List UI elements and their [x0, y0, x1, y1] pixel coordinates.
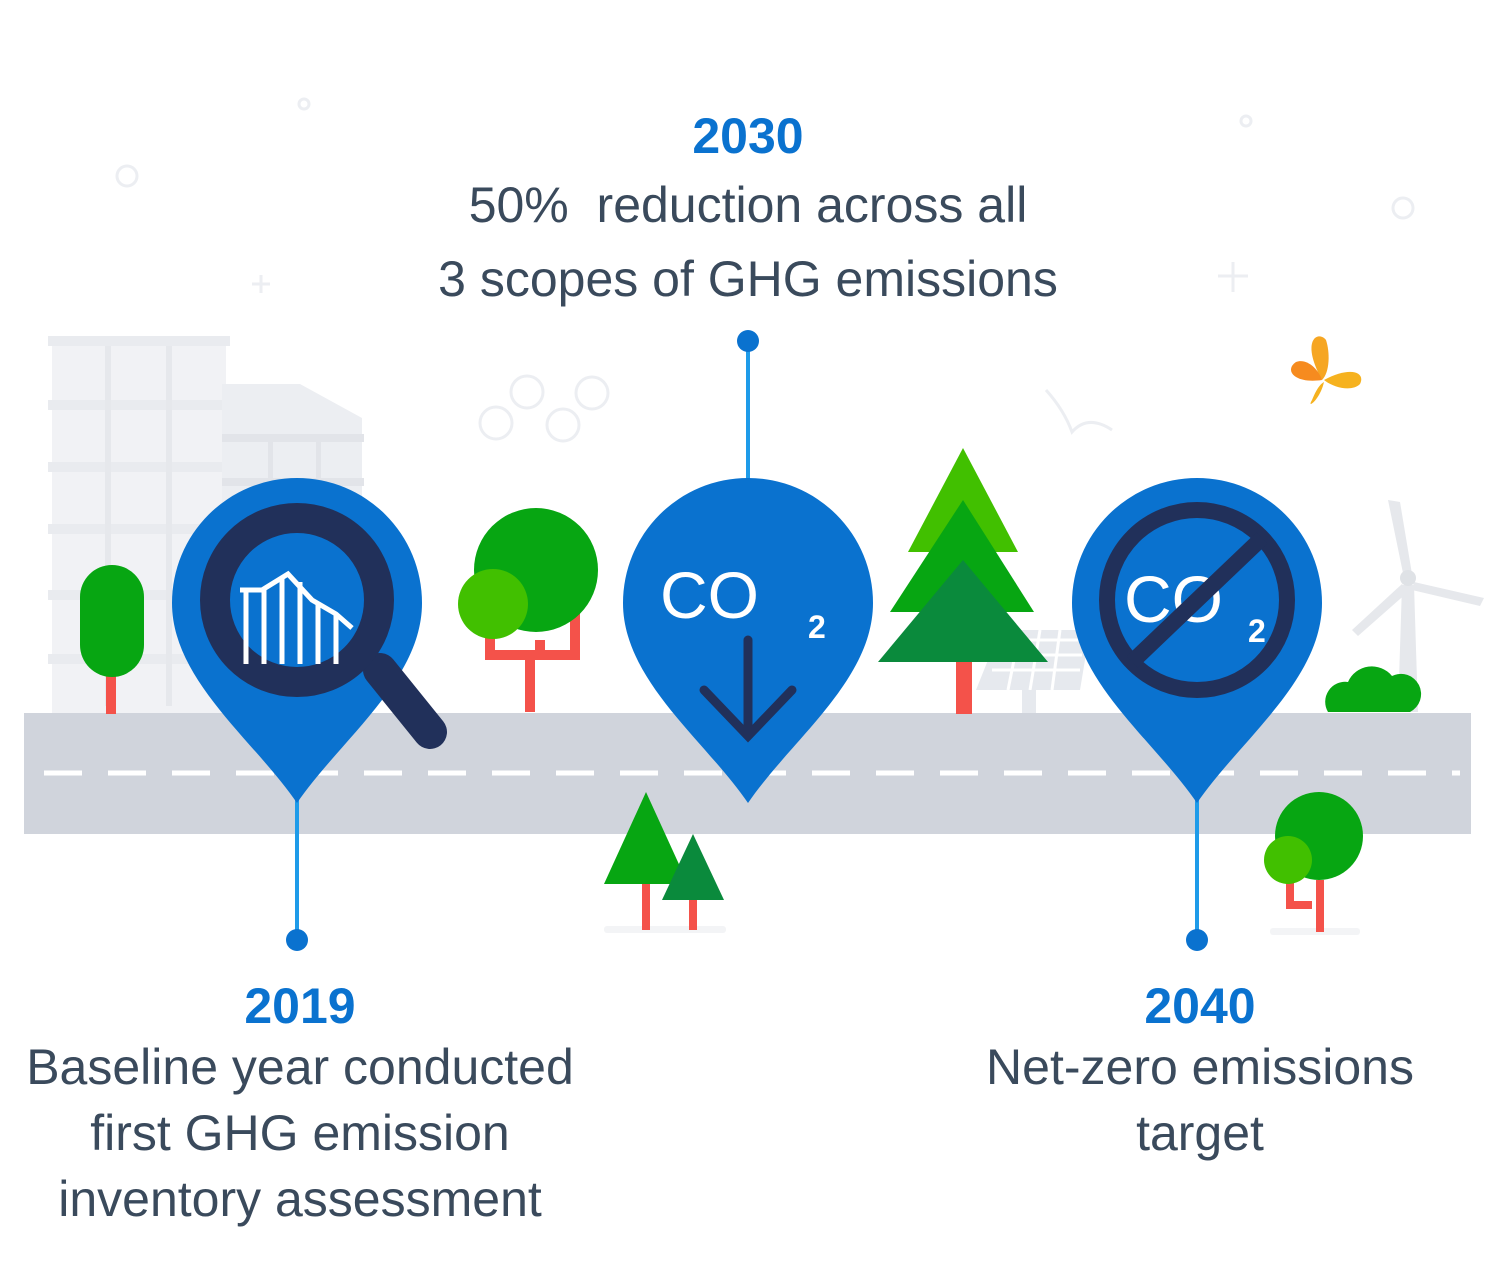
- tree-left: [80, 565, 144, 714]
- milestone-description-line: target: [1136, 1105, 1264, 1161]
- milestone-description-line: 3 scopes of GHG emissions: [438, 251, 1058, 307]
- background-decorations: [115, 97, 1415, 443]
- milestone-description-line: first GHG emission: [90, 1105, 510, 1161]
- milestone-2040: 2040 Net-zero emissions target: [900, 978, 1496, 1166]
- co2-down-arrow-icon: CO 2: [660, 558, 826, 743]
- tree-round: [458, 508, 598, 712]
- co2-subscript: 2: [1248, 613, 1266, 649]
- milestone-2019: 2019 Baseline year conducted first GHG e…: [0, 978, 600, 1232]
- milestone-description-line: inventory assessment: [58, 1171, 542, 1227]
- co2-subscript: 2: [808, 609, 826, 645]
- tree-bottom-right: [1264, 792, 1363, 935]
- milestone-description-line: Net-zero emissions: [986, 1039, 1414, 1095]
- no-co2-icon: CO 2: [1099, 502, 1295, 698]
- milestone-year: 2019: [244, 978, 356, 1034]
- milestone-2030: 2030 50% reduction across all 3 scopes o…: [348, 108, 1148, 312]
- butterfly-icon: [1291, 336, 1362, 404]
- milestone-year: 2030: [692, 108, 804, 164]
- connector-dots: [286, 330, 1208, 951]
- co2-text: CO: [660, 558, 759, 632]
- pine-trees-bottom: [604, 792, 726, 933]
- magnifier-chart-icon: [200, 503, 447, 749]
- milestone-description-line: 50% reduction across all: [468, 177, 1028, 233]
- pin-2019: [172, 478, 447, 803]
- connector-lines: [295, 341, 1199, 940]
- pin-2030: CO 2: [623, 478, 873, 803]
- pine-tree-center: [878, 448, 1048, 714]
- milestone-year: 2040: [1144, 978, 1256, 1034]
- milestone-description-line: Baseline year conducted: [26, 1039, 574, 1095]
- pin-2040: CO 2: [1072, 478, 1322, 803]
- bush-right: [1325, 666, 1422, 712]
